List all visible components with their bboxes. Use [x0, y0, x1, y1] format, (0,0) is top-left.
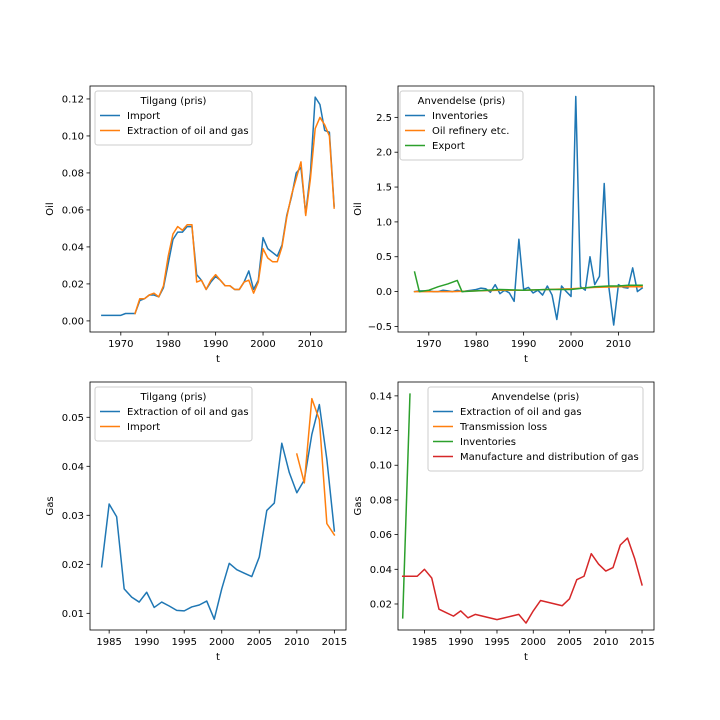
x-tick-label: 1990	[203, 339, 228, 350]
y-tick-label: 2.0	[376, 148, 392, 159]
x-tick-label: 1985	[412, 637, 437, 648]
legend-title: Anvendelse (pris)	[492, 392, 580, 403]
x-tick-label: 1970	[416, 339, 441, 350]
legend-label-oil-refinery-etc: Oil refinery etc.	[432, 126, 509, 137]
x-tick-label: 1990	[134, 637, 159, 648]
y-tick-label: 0.01	[62, 609, 84, 620]
y-tick-label: 0.04	[62, 462, 84, 473]
x-axis-label: t	[216, 354, 220, 365]
legend-box	[399, 90, 524, 161]
y-tick-label: 0.5	[376, 252, 392, 263]
y-tick-label: 0.12	[62, 94, 84, 105]
x-tick-label: 1970	[108, 339, 133, 350]
axes-frame	[89, 85, 347, 333]
legend-label-import: Import	[127, 111, 160, 122]
series-line-extraction-of-oil-and-gas	[134, 116, 335, 315]
y-tick-label: 0.03	[62, 511, 84, 522]
x-tick-label: 1985	[96, 637, 121, 648]
y-tick-label: 0.02	[62, 560, 84, 571]
y-tick-label: 0.06	[370, 530, 392, 541]
y-tick-label: 2.5	[376, 113, 392, 124]
legend-box	[427, 386, 644, 472]
subplot-top-right: 1970 1980 1990 2000 2010 −0.5 0.0 0.5 1.0 1.5 2.0 2…	[353, 85, 655, 365]
series-group	[100, 397, 336, 620]
y-tick-label: 0.04	[62, 242, 84, 253]
y-tick-label: 0.02	[370, 599, 392, 610]
y-axis-label: Oil	[45, 202, 56, 215]
legend-label-extraction-of-oil-and-gas: Extraction of oil and gas	[127, 126, 249, 137]
axes-frame	[397, 381, 655, 631]
legend-label-inventories: Inventories	[432, 111, 488, 122]
x-tick-label: 1980	[463, 339, 488, 350]
y-tick-label: 1.5	[376, 183, 392, 194]
x-tick-label: 2000	[558, 339, 583, 350]
x-tick-label: 2015	[629, 637, 654, 648]
y-tick-label: 0.06	[62, 205, 84, 216]
y-tick-label: 0.00	[62, 316, 84, 327]
legend-label-extraction-of-oil-and-gas: Extraction of oil and gas	[460, 407, 582, 418]
series-group	[413, 95, 644, 326]
x-tick-label: 1995	[171, 637, 196, 648]
x-tick-label: 1980	[155, 339, 180, 350]
subplot-bottom-left: 1985 1990 1995 2000 2005 2010 2015 0.01 0.02 0.03…	[45, 381, 347, 663]
series-line-export	[413, 271, 643, 293]
y-axis-label: Gas	[45, 496, 56, 515]
axes-frame	[397, 85, 655, 333]
x-tick-label: 2000	[250, 339, 275, 350]
series-line-extraction-of-oil-and-gas	[100, 403, 336, 620]
x-tick-label: 2010	[284, 637, 309, 648]
legend-label-inventories: Inventories	[460, 437, 516, 448]
y-tick-label: 0.08	[370, 495, 392, 506]
axes-frame	[89, 381, 347, 631]
x-tick-label: 2005	[247, 637, 272, 648]
x-tick-label: 2000	[521, 637, 546, 648]
y-tick-label: 0.02	[62, 279, 84, 290]
y-tick-label: 0.05	[62, 413, 84, 424]
x-tick-label: 2010	[606, 339, 631, 350]
x-tick-label: 2010	[593, 637, 618, 648]
y-tick-label: 0.10	[370, 461, 392, 472]
x-tick-label: 2005	[557, 637, 582, 648]
y-tick-label: 0.0	[376, 287, 392, 298]
y-tick-label: 0.12	[370, 426, 392, 437]
legend-title: Anvendelse (pris)	[418, 96, 506, 107]
series-group	[401, 393, 643, 624]
series-group	[101, 96, 335, 317]
legend-title: Tilgang (pris)	[140, 392, 207, 403]
y-tick-label: −0.5	[368, 322, 392, 333]
subplot-bottom-right: 1985 1990 1995 2000 2005 2010 2015 0.02 0.04 0.06…	[353, 381, 655, 663]
series-line-inventories	[401, 393, 411, 619]
legend-label-extraction-of-oil-and-gas: Extraction of oil and gas	[127, 407, 249, 418]
y-axis-label: Oil	[353, 202, 364, 215]
x-axis-label: t	[216, 652, 220, 663]
legend-label-import: Import	[127, 422, 160, 433]
legend-label-export: Export	[432, 141, 465, 152]
y-tick-label: 0.10	[62, 131, 84, 142]
legend-title: Tilgang (pris)	[140, 96, 207, 107]
x-tick-label: 2000	[209, 637, 234, 648]
x-tick-label: 1995	[484, 637, 509, 648]
y-tick-label: 0.04	[370, 565, 392, 576]
x-axis-label: t	[524, 354, 528, 365]
legend-box	[94, 90, 253, 146]
legend-label-transmission-loss: Transmission loss	[459, 422, 547, 433]
legend-label-manufacture-and-distribution-of-gas: Manufacture and distribution of gas	[460, 452, 639, 463]
x-axis-label: t	[524, 652, 528, 663]
x-tick-label: 1990	[511, 339, 536, 350]
series-line-import	[295, 397, 336, 536]
x-tick-label: 2010	[298, 339, 323, 350]
legend-box	[94, 386, 253, 442]
y-tick-label: 0.14	[370, 391, 392, 402]
y-axis-label: Gas	[353, 496, 364, 515]
series-line-manufacture-and-distribution-of-gas	[401, 537, 643, 624]
subplot-top-left: 1970 1980 1990 2000 2010 0.00 0.02 0.04 0.06 0.08…	[45, 85, 347, 365]
x-tick-label: 1990	[448, 637, 473, 648]
y-tick-label: 1.0	[376, 217, 392, 228]
x-tick-label: 2015	[322, 637, 347, 648]
y-tick-label: 0.08	[62, 168, 84, 179]
